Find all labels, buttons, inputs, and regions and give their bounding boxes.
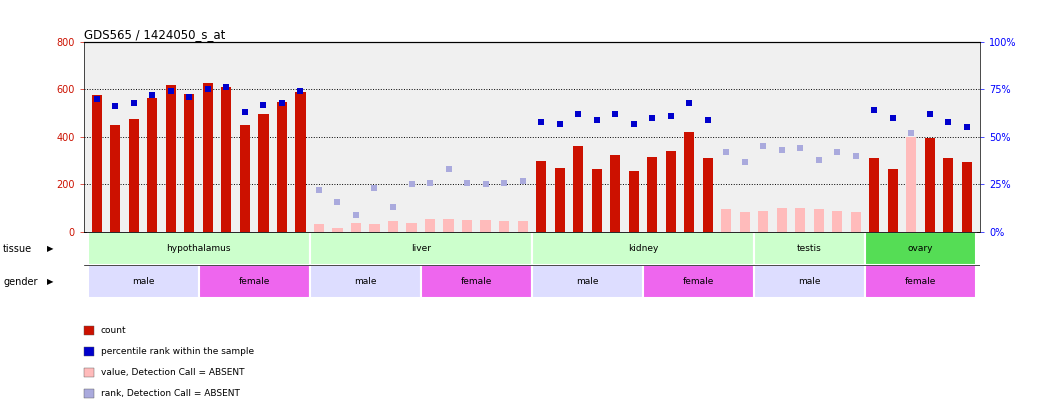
Bar (258, 114, 268, 232)
Text: female: female (905, 277, 936, 286)
Bar (462, 220, 473, 232)
Text: tissue: tissue (3, 244, 32, 254)
Bar (148, 98, 157, 232)
Bar (740, 212, 750, 232)
Bar (865, 232, 976, 265)
Bar (313, 224, 324, 232)
Bar (647, 157, 657, 232)
Text: value, Detection Call = ABSENT: value, Detection Call = ABSENT (101, 368, 244, 377)
Bar (642, 265, 754, 298)
Bar (184, 94, 195, 232)
Bar (754, 265, 865, 298)
Text: count: count (101, 326, 126, 335)
Bar (665, 151, 676, 232)
Text: gender: gender (3, 277, 38, 287)
Bar (310, 232, 531, 265)
Bar (92, 95, 102, 232)
Bar (684, 132, 695, 232)
Text: male: male (799, 277, 821, 286)
Bar (332, 228, 343, 232)
Bar (199, 265, 310, 298)
Bar (369, 224, 379, 232)
Bar (221, 87, 232, 232)
Text: male: male (576, 277, 598, 286)
Text: ▶: ▶ (47, 277, 53, 286)
Bar (573, 146, 584, 232)
Bar (407, 222, 417, 232)
Text: kidney: kidney (628, 244, 658, 253)
Bar (421, 265, 531, 298)
Bar (531, 232, 754, 265)
Text: ovary: ovary (908, 244, 934, 253)
Bar (536, 161, 546, 232)
Bar (88, 265, 199, 298)
Bar (129, 119, 139, 232)
Bar (721, 209, 732, 232)
Bar (888, 169, 898, 232)
Text: female: female (683, 277, 714, 286)
Bar (554, 168, 565, 232)
Bar (813, 209, 824, 232)
Bar (480, 220, 490, 232)
Bar (591, 169, 602, 232)
Bar (943, 158, 954, 232)
Bar (166, 85, 176, 232)
Bar (240, 125, 250, 232)
Bar (758, 211, 768, 232)
Bar (865, 265, 976, 298)
Bar (610, 155, 620, 232)
Text: testis: testis (798, 244, 822, 253)
Text: male: male (354, 277, 376, 286)
Bar (924, 138, 935, 232)
Bar (110, 125, 121, 232)
Bar (851, 212, 861, 232)
Text: female: female (461, 277, 492, 286)
Bar (795, 208, 806, 232)
Text: liver: liver (411, 244, 431, 253)
Text: hypothalamus: hypothalamus (167, 244, 231, 253)
Bar (702, 158, 713, 232)
Bar (777, 208, 787, 232)
Bar (832, 211, 843, 232)
Bar (351, 222, 362, 232)
Text: percentile rank within the sample: percentile rank within the sample (101, 347, 254, 356)
Bar (388, 222, 398, 232)
Bar (277, 102, 287, 232)
Bar (962, 162, 971, 232)
Bar (88, 232, 310, 265)
Text: rank, Detection Call = ABSENT: rank, Detection Call = ABSENT (101, 389, 240, 398)
Bar (443, 219, 454, 232)
Text: GDS565 / 1424050_s_at: GDS565 / 1424050_s_at (84, 28, 225, 40)
Bar (518, 222, 528, 232)
Bar (310, 265, 421, 298)
Bar (869, 158, 879, 232)
Bar (296, 92, 306, 232)
Text: female: female (239, 277, 269, 286)
Text: male: male (132, 277, 154, 286)
Bar (424, 219, 435, 232)
Bar (907, 137, 916, 232)
Bar (202, 83, 213, 232)
Bar (531, 265, 642, 298)
Bar (499, 222, 509, 232)
Text: ▶: ▶ (47, 244, 53, 253)
Bar (629, 171, 639, 232)
Bar (754, 232, 865, 265)
